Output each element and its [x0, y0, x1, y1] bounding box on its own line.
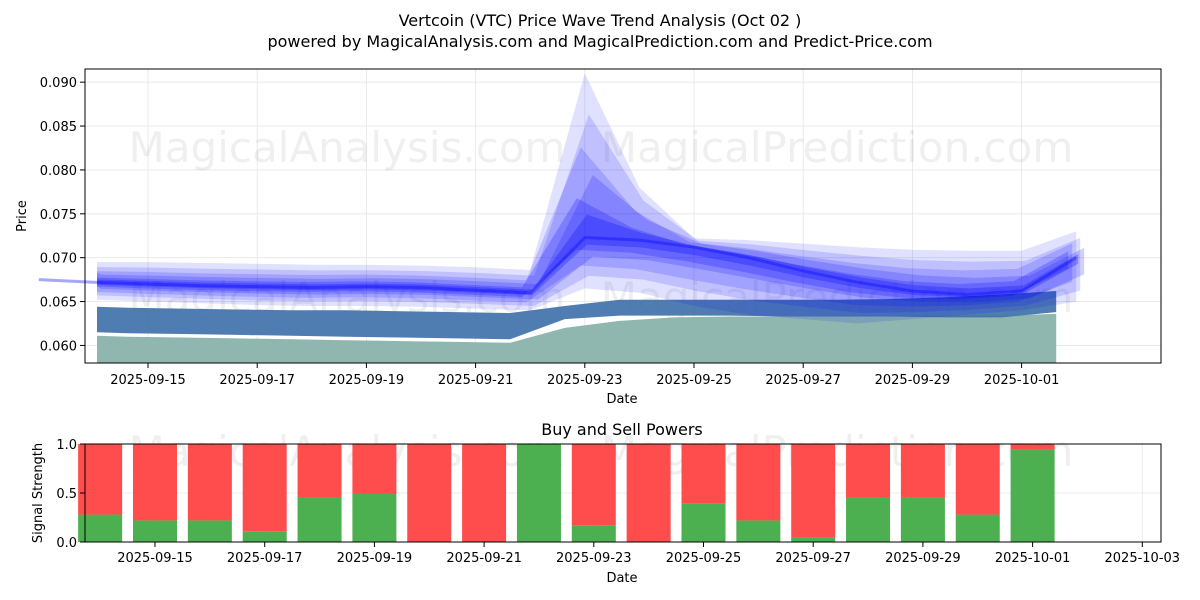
buy-bar: [900, 497, 945, 542]
price-x-tick-label: 2025-09-23: [547, 373, 623, 388]
buy-bar: [1010, 449, 1055, 542]
price-x-ticks: 2025-09-15 2025-09-17 2025-09-19 2025-09-21…: [110, 363, 1059, 388]
price-series: [38, 73, 1085, 363]
watermark-prediction-bottom: MagicalPrediction.com: [601, 427, 1074, 476]
buy-bar: [187, 520, 232, 542]
price-wave-chart: MagicalAnalysis.com MagicalPrediction.co…: [15, 68, 1162, 407]
price-wave-band-4: [97, 198, 1069, 300]
sell-bar: [1010, 444, 1055, 450]
price-x-axis-label: Date: [606, 392, 637, 407]
signal-x-tick-label: 2025-09-21: [446, 551, 522, 566]
price-y-ticks: 0.090 0.085 0.080 0.075 0.070 0.065 0.060: [40, 76, 85, 354]
buy-sell-chart: Buy and Sell Powers MagicalAnalysis.com …: [31, 420, 1180, 586]
signal-x-tick-label: 2025-09-19: [337, 551, 413, 566]
signal-x-tick-label: 2025-10-03: [1105, 551, 1181, 566]
sell-bar: [571, 444, 616, 526]
buy-bar: [242, 531, 287, 542]
sell-bar: [681, 444, 726, 504]
sell-bar: [462, 444, 507, 542]
buy-bar: [133, 520, 177, 542]
price-wave-band-1: [97, 114, 1081, 314]
price-x-tick-label: 2025-09-19: [329, 373, 405, 388]
sell-bar: [791, 444, 836, 538]
price-y-tick-label: 0.080: [40, 164, 77, 179]
buy-bar: [681, 503, 726, 542]
signal-x-tick-label: 2025-10-01: [995, 551, 1071, 566]
price-wave-band-3: [97, 175, 1085, 303]
signal-x-tick-label: 2025-09-25: [666, 551, 742, 566]
buy-bar: [955, 514, 1000, 542]
sell-bar: [955, 444, 1000, 515]
signal-x-tick-label: 2025-09-27: [775, 551, 851, 566]
sell-bar: [900, 444, 945, 498]
chart-title: Vertcoin (VTC) Price Wave Trend Analysis…: [399, 11, 802, 30]
sell-bar: [626, 444, 671, 542]
watermark-prediction: MagicalPrediction.com: [601, 123, 1074, 172]
price-wave-band-2: [97, 147, 1073, 307]
signal-y-tick-label: 0.5: [56, 487, 77, 502]
price-plot-frame: [84, 68, 1162, 364]
price-y-tick-label: 0.070: [40, 252, 77, 267]
price-x-tick-label: 2025-09-21: [438, 373, 514, 388]
price-y-tick-label: 0.075: [40, 208, 77, 223]
sell-bar: [407, 444, 452, 542]
price-x-tick-label: 2025-09-25: [656, 373, 732, 388]
signal-y-tick-label: 1.0: [56, 438, 77, 453]
signal-x-tick-label: 2025-09-29: [885, 551, 961, 566]
buy-bar: [516, 444, 561, 542]
price-wave-band-0: [97, 73, 1077, 324]
price-x-tick-label: 2025-09-17: [219, 373, 295, 388]
buy-bar: [352, 493, 397, 542]
buy-sell-title: Buy and Sell Powers: [541, 420, 703, 439]
price-y-axis-label: Price: [15, 200, 30, 232]
sell-bar: [242, 444, 287, 532]
buy-bar: [791, 537, 836, 542]
price-y-tick-label: 0.060: [40, 339, 77, 354]
watermark-analysis: MagicalAnalysis.com: [129, 123, 566, 172]
price-x-tick-label: 2025-10-01: [984, 373, 1060, 388]
price-x-tick-label: 2025-09-29: [875, 373, 951, 388]
buy-bar: [736, 520, 781, 542]
price-y-tick-label: 0.090: [40, 76, 77, 91]
sell-bar: [187, 444, 232, 521]
buy-bar: [297, 497, 342, 542]
signal-x-tick-label: 2025-09-23: [556, 551, 632, 566]
buy-bar: [571, 525, 616, 542]
price-wave-band-5: [97, 214, 1079, 298]
sell-bar: [846, 444, 891, 498]
price-x-tick-label: 2025-09-15: [110, 373, 186, 388]
signal-x-tick-label: 2025-09-15: [117, 551, 193, 566]
signal-y-axis-label: Signal Strength: [31, 443, 46, 543]
price-y-tick-label: 0.065: [40, 296, 77, 311]
signal-bars: [78, 444, 1055, 542]
sell-bar: [133, 444, 177, 521]
sell-bar: [736, 444, 781, 521]
buy-bar: [846, 497, 891, 542]
price-dark-band: [97, 291, 1057, 340]
price-wave-center-line: [38, 235, 1077, 297]
sell-bar: [352, 444, 397, 494]
sell-bar: [297, 444, 342, 498]
signal-x-tick-label: 2025-09-17: [227, 551, 303, 566]
signal-y-tick-label: 0.0: [56, 536, 77, 551]
chart-subtitle: powered by MagicalAnalysis.com and Magic…: [267, 32, 932, 51]
signal-y-ticks: 0.0 0.5 1.0: [56, 438, 85, 551]
signal-x-ticks: 2025-09-15 2025-09-17 2025-09-19 2025-09-21…: [117, 542, 1180, 566]
price-x-tick-label: 2025-09-27: [765, 373, 841, 388]
price-y-tick-label: 0.085: [40, 120, 77, 135]
price-light-band: [97, 313, 1057, 363]
signal-x-axis-label: Date: [606, 571, 637, 586]
